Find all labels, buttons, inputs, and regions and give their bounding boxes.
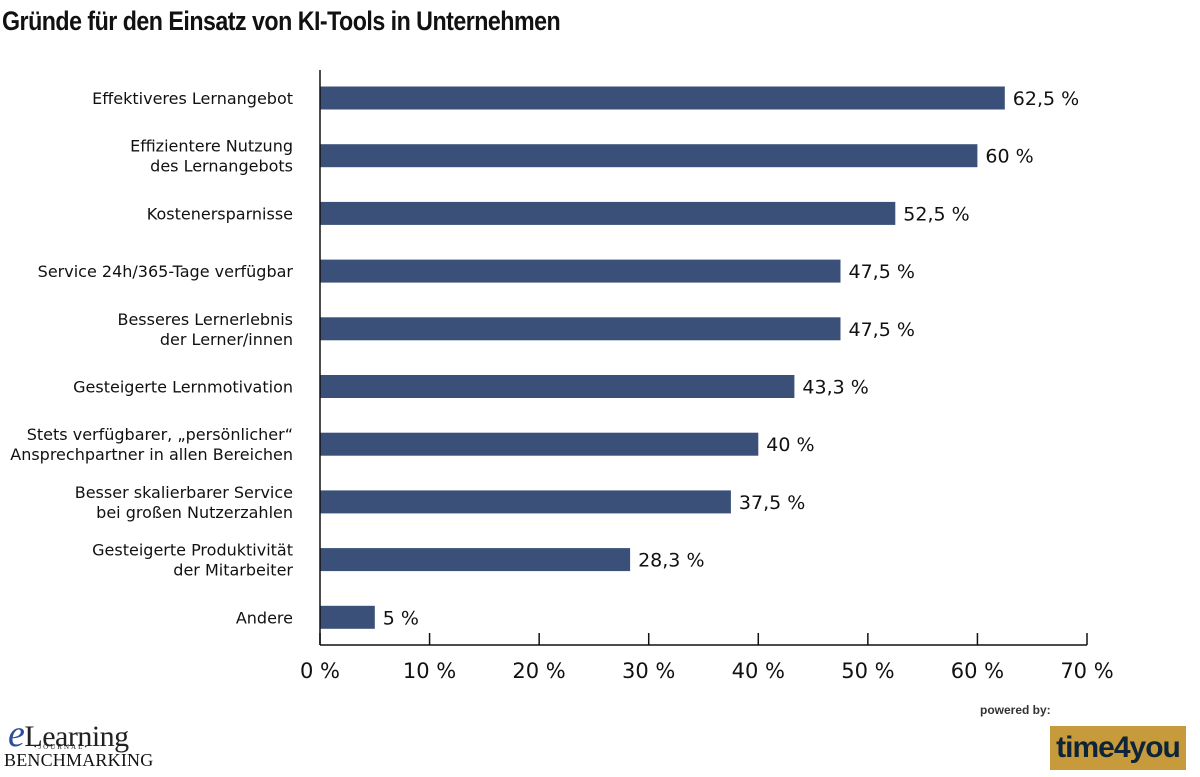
bar-chart: Effektiveres Lernangebot Effizientere Nut…: [10, 70, 1114, 683]
category-label: Stets verfügbarer, „persönlicher“: [27, 425, 293, 444]
category-label: des Lernangebots: [150, 157, 293, 176]
bar: [320, 375, 795, 398]
category-label: Gesteigerte Lernmotivation: [73, 378, 293, 397]
value-labels-group: 62,5 % 60 % 52,5 % 47,5 % 47,5 % 43,3 % 40 % 37…: [383, 88, 1079, 629]
value-label: 47,5 %: [849, 319, 915, 341]
value-label: 60 %: [985, 146, 1033, 168]
category-label: Service 24h/365-Tage verfügbar: [38, 262, 294, 281]
category-label: Andere: [236, 608, 293, 627]
category-label: Besser skalierbarer Service: [75, 483, 293, 502]
x-tick-label: 70 %: [1060, 659, 1113, 683]
value-label: 43,3 %: [802, 377, 868, 399]
elearning-journal-logo: eLearning •JOURNAL• BENCHMARKING: [4, 713, 154, 770]
bar: [320, 490, 731, 514]
x-tick-label: 0 %: [300, 659, 340, 683]
value-label: 52,5 %: [903, 203, 969, 225]
bar: [320, 144, 978, 168]
x-tick-label: 50 %: [841, 659, 894, 683]
category-label: Besseres Lernerlebnis: [117, 310, 293, 329]
bar: [320, 605, 375, 629]
value-label: 62,5 %: [1013, 88, 1079, 110]
time4you-logo: time4you: [1050, 726, 1186, 770]
bar: [320, 432, 759, 456]
category-label: Kostenersparnisse: [147, 204, 293, 223]
x-tick-label: 30 %: [622, 659, 675, 683]
bars-group: [320, 86, 1005, 629]
value-label: 47,5 %: [849, 261, 915, 283]
bar: [320, 86, 1005, 110]
bar: [320, 201, 896, 225]
powered-by-label: powered by:: [980, 703, 1051, 717]
category-label: Gesteigerte Produktivität: [92, 541, 293, 560]
category-label: bei großen Nutzerzahlen: [96, 503, 293, 522]
bar: [320, 259, 841, 283]
value-label: 5 %: [383, 607, 419, 629]
value-label: 37,5 %: [739, 492, 805, 514]
bar: [320, 317, 841, 341]
x-tick-label: 20 %: [512, 659, 565, 683]
category-label: Effektiveres Lernangebot: [92, 89, 293, 108]
bar: [320, 548, 631, 572]
category-label: Effizientere Nutzung: [130, 137, 293, 156]
category-label: Ansprechpartner in allen Bereichen: [10, 445, 293, 464]
category-labels-group: Effektiveres Lernangebot Effizientere Nut…: [10, 89, 293, 627]
x-tick-label: 40 %: [732, 659, 785, 683]
axes-group: 0 % 10 % 20 % 30 % 40 % 50 % 60 % 70 %: [300, 70, 1114, 683]
value-label: 40 %: [766, 434, 814, 456]
chart-title: Gründe für den Einsatz von KI-Tools in U…: [2, 6, 561, 36]
category-label: der Mitarbeiter: [173, 561, 293, 580]
x-tick-label: 10 %: [403, 659, 456, 683]
category-label: der Lerner/innen: [160, 330, 293, 349]
x-tick-label: 60 %: [951, 659, 1004, 683]
value-label: 28,3 %: [638, 550, 704, 572]
